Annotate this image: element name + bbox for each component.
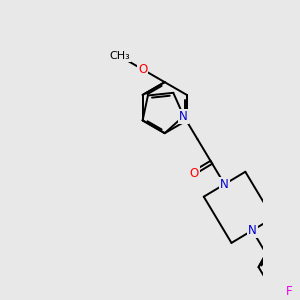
Text: O: O xyxy=(189,167,199,180)
Text: F: F xyxy=(286,285,292,298)
Text: N: N xyxy=(220,178,229,191)
Text: O: O xyxy=(138,63,147,76)
Text: CH₃: CH₃ xyxy=(110,52,130,61)
Text: N: N xyxy=(248,224,256,237)
Text: N: N xyxy=(179,110,188,123)
